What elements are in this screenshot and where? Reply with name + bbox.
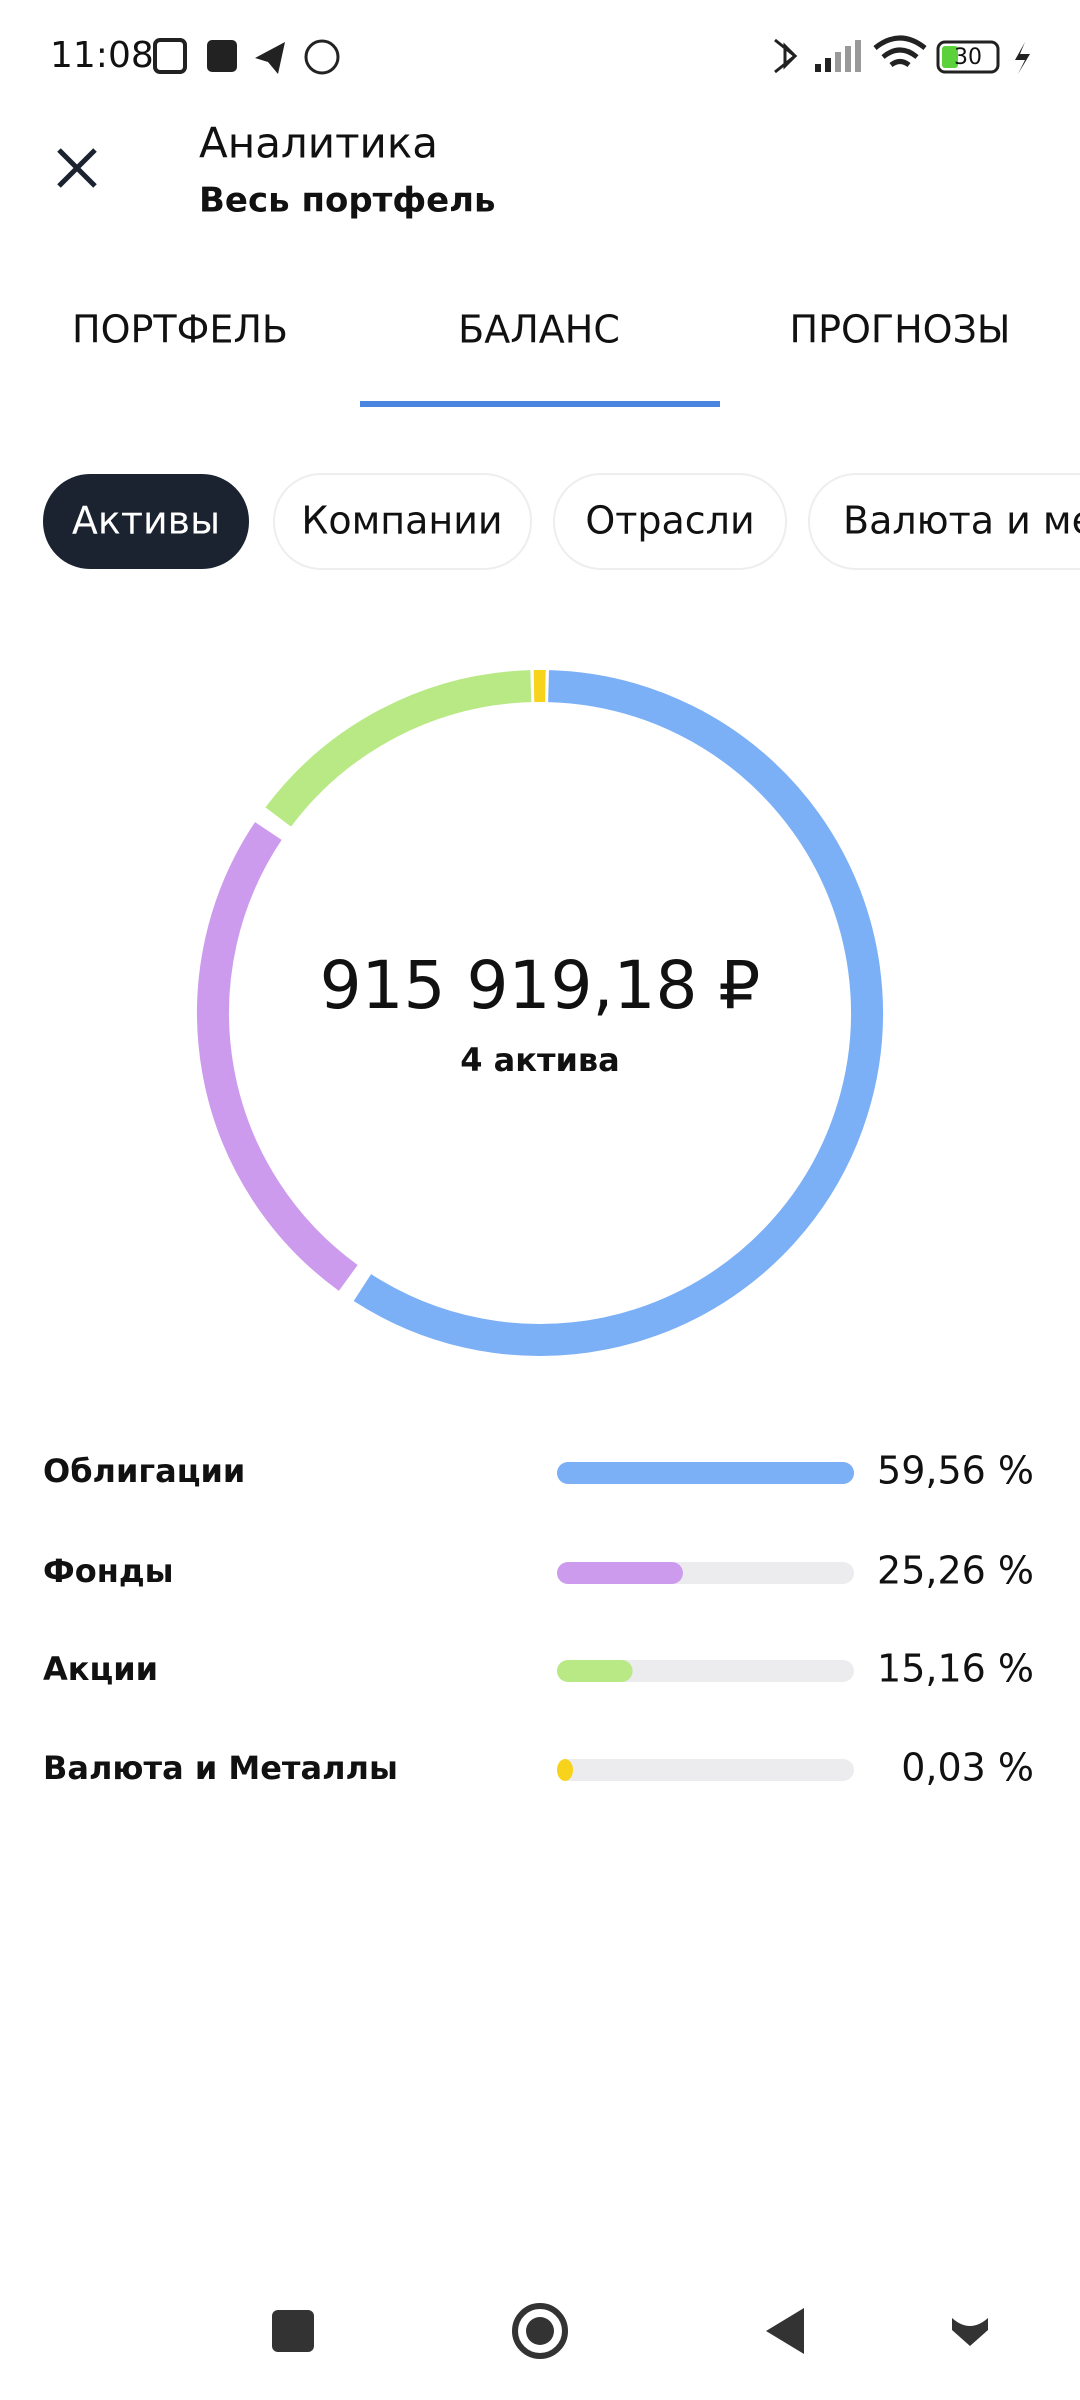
value-label: 0,03 % — [901, 1746, 1034, 1790]
legend-label: Облигации — [43, 1452, 245, 1490]
nav-recent[interactable] — [272, 2310, 314, 2352]
chip[interactable] — [553, 473, 787, 570]
status-time: 11:08 — [50, 35, 154, 76]
telegram-icon — [255, 42, 285, 74]
nav-home-dot — [526, 2317, 554, 2345]
tab-indicator — [360, 401, 720, 407]
battery-text: 30 — [954, 45, 982, 70]
bar — [557, 1562, 683, 1584]
battery-level — [942, 46, 958, 68]
mi-icon — [304, 39, 340, 75]
legend-label: Фонды — [43, 1552, 174, 1590]
total-value: 915 919,18 ₽ — [320, 947, 761, 1024]
wifi-icon — [873, 35, 927, 68]
tab-active[interactable]: БАЛАНС — [458, 308, 620, 352]
legend-label: Акции — [43, 1650, 158, 1688]
chip-label: Отрасли — [585, 499, 754, 543]
bar — [557, 1462, 854, 1484]
chip[interactable] — [273, 473, 532, 570]
header-subtitle: Весь портфель — [199, 181, 496, 221]
chip-label: Компании — [301, 499, 502, 543]
chip-label: Валюта и металлы — [843, 499, 1080, 543]
tab[interactable]: ПОРТФЕЛЬ — [72, 308, 288, 352]
donut-segment — [197, 822, 358, 1291]
bar — [557, 1759, 573, 1781]
chip[interactable] — [808, 473, 1080, 570]
bar — [557, 1660, 633, 1682]
header-title: Аналитика — [199, 119, 438, 168]
chip-active[interactable] — [43, 474, 249, 569]
asset-count: 4 актива — [460, 1041, 620, 1079]
nav-back[interactable] — [766, 2308, 804, 2354]
charging-icon — [1015, 42, 1030, 74]
chip-label: Активы — [72, 499, 220, 543]
legend-label: Валюта и Металлы — [43, 1749, 398, 1787]
value-label: 15,16 % — [877, 1647, 1034, 1691]
value-label: 59,56 % — [877, 1449, 1034, 1493]
nav-menu[interactable] — [952, 2318, 988, 2346]
donut-segment — [265, 670, 532, 827]
bar-track — [557, 1660, 854, 1682]
nav-home[interactable] — [512, 2303, 568, 2359]
tab[interactable]: ПРОГНОЗЫ — [790, 308, 1011, 352]
bar-track — [557, 1759, 854, 1781]
signal-icon — [815, 40, 861, 72]
bluetooth-icon — [774, 38, 798, 74]
battery-icon — [936, 40, 1000, 74]
close-button[interactable] — [57, 148, 97, 188]
upload-icon — [207, 40, 237, 72]
value-label: 25,26 % — [877, 1549, 1034, 1593]
nfc-icon — [153, 38, 187, 74]
donut-segment — [353, 670, 883, 1356]
